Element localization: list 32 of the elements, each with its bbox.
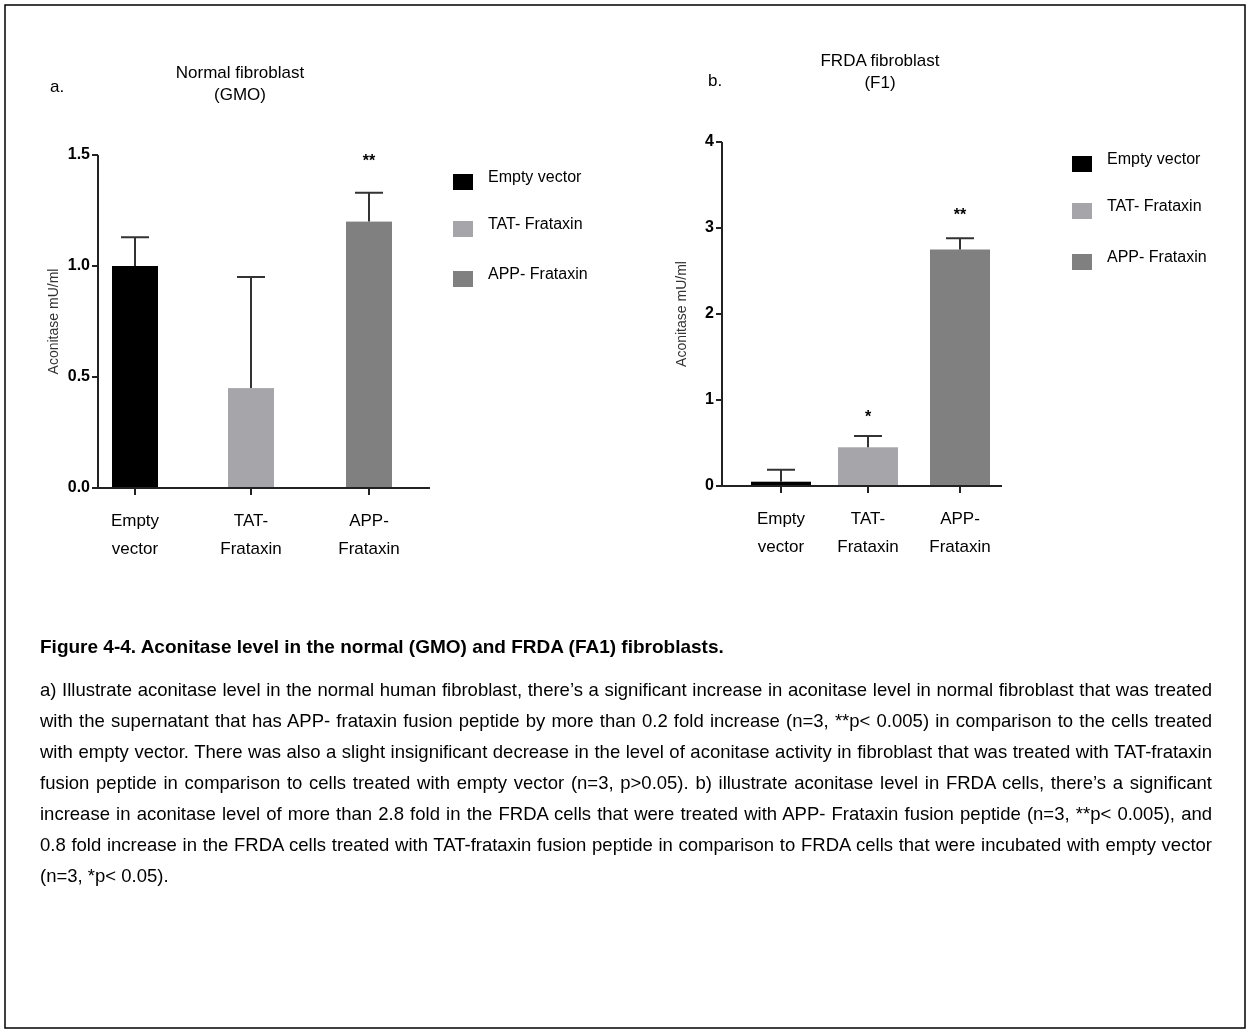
text: Figure 4-4. Aconitase level in the normal (GMO) and FRDA (FA1) fibroblasts. [40,636,725,658]
legend-label: APP- Frataxin [488,265,588,283]
legend-label: TAT- Frataxin [1107,197,1202,215]
text: a. [50,77,65,96]
annotation: ** [953,206,967,223]
chart-title: Normal fibroblast (GMO) [175,63,305,104]
text: a) Illustrate aconitase level in the normal human fibroblast, there’s a significant increase in aconitase level in normal fibroblast that was treated with the supernatant that has APP- frataxin fusion peptide by more than 0.2 fold increase (n=3, **p< 0.005) in comparison to the cells treated with empty vector. There was also a slight insignificant decrease in the level of aconitase activity in fibroblast that was treated with TAT-frataxin fusion peptide in comparison to cells treated with empty vector (n=3, p>0.05). b) illustrate aconitase level in FRDA cells, there’s a significant increase in aconitase level of more than 2.8 fold in the FRDA cells that were treated with APP- Frataxin fusion peptide (n=3, **p< 0.005), and 0.8 fold increase in the FRDA cells treated with TAT-frataxin fusion peptide in comparison to FRDA cells that were incubated with empty vector (n=3, *p< 0.05). [40,678,1212,888]
y-axis-title: Aconitase mU/ml [45,268,61,375]
y-tick-label: 1.5 [67,145,91,163]
text: b. [708,71,723,90]
y-tick-label: 2 [705,304,715,322]
x-tick-label: APP- Frataxin [338,511,400,558]
annotation: * [864,408,872,425]
x-tick-label: Empty vector [756,509,806,556]
chart-title: FRDA fibroblast (F1) [820,51,940,92]
legend-label: Empty vector [488,168,583,186]
y-tick-label: 4 [705,132,715,150]
y-tick-label: 0 [705,476,715,494]
legend-label: TAT- Frataxin [488,215,583,233]
y-axis-title: Aconitase mU/ml [673,261,689,367]
x-tick-label: TAT- Frataxin [220,511,282,558]
x-tick-label: TAT- Frataxin [837,509,899,556]
y-tick-label: 1 [705,390,715,408]
annotation: ** [362,152,376,169]
legend-label: APP- Frataxin [1107,248,1207,266]
y-tick-label: 0.5 [67,367,91,385]
y-tick-label: 0.0 [67,478,91,496]
x-tick-label: Empty vector [110,511,160,558]
legend-label: Empty vector [1107,150,1202,168]
y-tick-label: 1.0 [67,256,91,274]
x-tick-label: APP- Frataxin [929,509,991,556]
y-tick-label: 3 [705,218,715,236]
